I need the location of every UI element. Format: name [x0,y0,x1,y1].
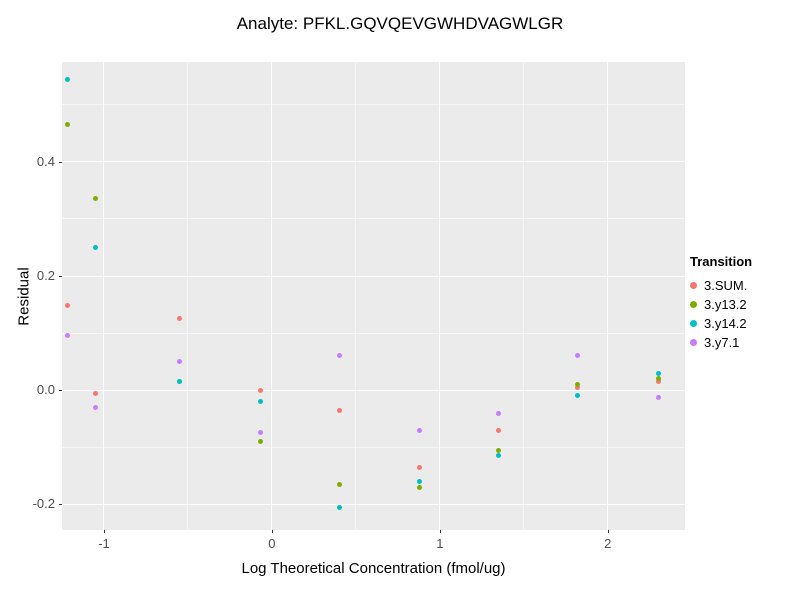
legend-key-dot [690,301,697,308]
legend: Transition 3.SUM. 3.y13.2 3.y14.2 3.y7.1 [690,254,752,352]
legend-item-label: 3.SUM. [704,278,748,293]
data-point [336,504,342,510]
x-tick-label: 0 [268,536,276,551]
legend-items: 3.SUM. 3.y13.2 3.y14.2 3.y7.1 [690,276,752,352]
data-point [496,427,502,433]
data-point [655,395,661,401]
x-major-gridline [271,62,273,530]
y-tick-mark [59,390,62,392]
x-tick-mark [607,530,609,533]
data-point [575,393,581,399]
legend-item: 3.y14.2 [690,314,752,333]
legend-item-label: 3.y13.2 [704,297,747,312]
y-tick-label: 0.2 [36,268,55,284]
x-tick-label: 2 [604,536,612,551]
data-point [575,353,581,359]
data-point [417,427,423,433]
x-major-gridline [439,62,441,530]
x-tick-mark [439,530,441,533]
data-point [417,484,423,490]
data-point [496,410,502,416]
data-point [257,439,263,445]
data-point [496,447,502,453]
data-point [93,390,99,396]
legend-key-dot [690,320,697,327]
x-minor-gridline [355,62,357,530]
data-point [64,76,70,82]
data-point [496,453,502,459]
legend-item: 3.y13.2 [690,295,752,314]
x-axis-label: Log Theoretical Concentration (fmol/ug) [241,560,506,577]
data-point [93,244,99,250]
x-minor-gridline [187,62,189,530]
data-point [336,353,342,359]
data-point [655,370,661,376]
data-point [417,478,423,484]
data-point [655,376,661,382]
y-minor-gridline [62,446,685,448]
y-axis-label: Residual [15,267,33,326]
data-point [177,316,183,322]
data-point [417,464,423,470]
data-point [655,379,661,385]
data-point [64,122,70,128]
y-major-gridline [62,389,685,391]
data-point [575,384,581,390]
legend-item: 3.y7.1 [690,333,752,352]
y-tick-label: -0.2 [32,496,55,512]
y-tick-mark [59,276,62,278]
data-point [177,359,183,365]
plot-title: Analyte: PFKL.GQVQEVGWHDVAGWLGR [236,14,564,33]
y-tick-label: 0.4 [36,153,55,169]
data-point [93,196,99,202]
data-point [93,404,99,410]
legend-key-dot [690,282,697,289]
legend-item-label: 3.y7.1 [704,335,740,350]
plot-panel [62,62,685,530]
data-point [257,430,263,436]
x-tick-mark [103,530,105,533]
x-tick-label: 1 [436,536,444,551]
x-major-gridline [607,62,609,530]
x-tick-label: -1 [98,536,110,551]
y-minor-gridline [62,218,685,220]
y-major-gridline [62,275,685,277]
legend-key-dot [690,339,697,346]
data-point [257,399,263,405]
data-point [336,481,342,487]
data-point [177,379,183,385]
y-minor-gridline [62,104,685,106]
x-major-gridline [103,62,105,530]
y-tick-label: 0.0 [36,382,55,398]
data-point [257,387,263,393]
y-tick-mark [59,504,62,506]
x-tick-mark [271,530,273,533]
y-major-gridline [62,503,685,505]
y-major-gridline [62,161,685,163]
y-tick-mark [59,161,62,163]
data-point [64,303,70,309]
x-minor-gridline [523,62,525,530]
legend-item: 3.SUM. [690,276,752,295]
data-point [575,381,581,387]
legend-item-label: 3.y14.2 [704,316,747,331]
legend-title: Transition [690,254,753,269]
data-point [64,333,70,339]
y-minor-gridline [62,332,685,334]
data-point [336,407,342,413]
